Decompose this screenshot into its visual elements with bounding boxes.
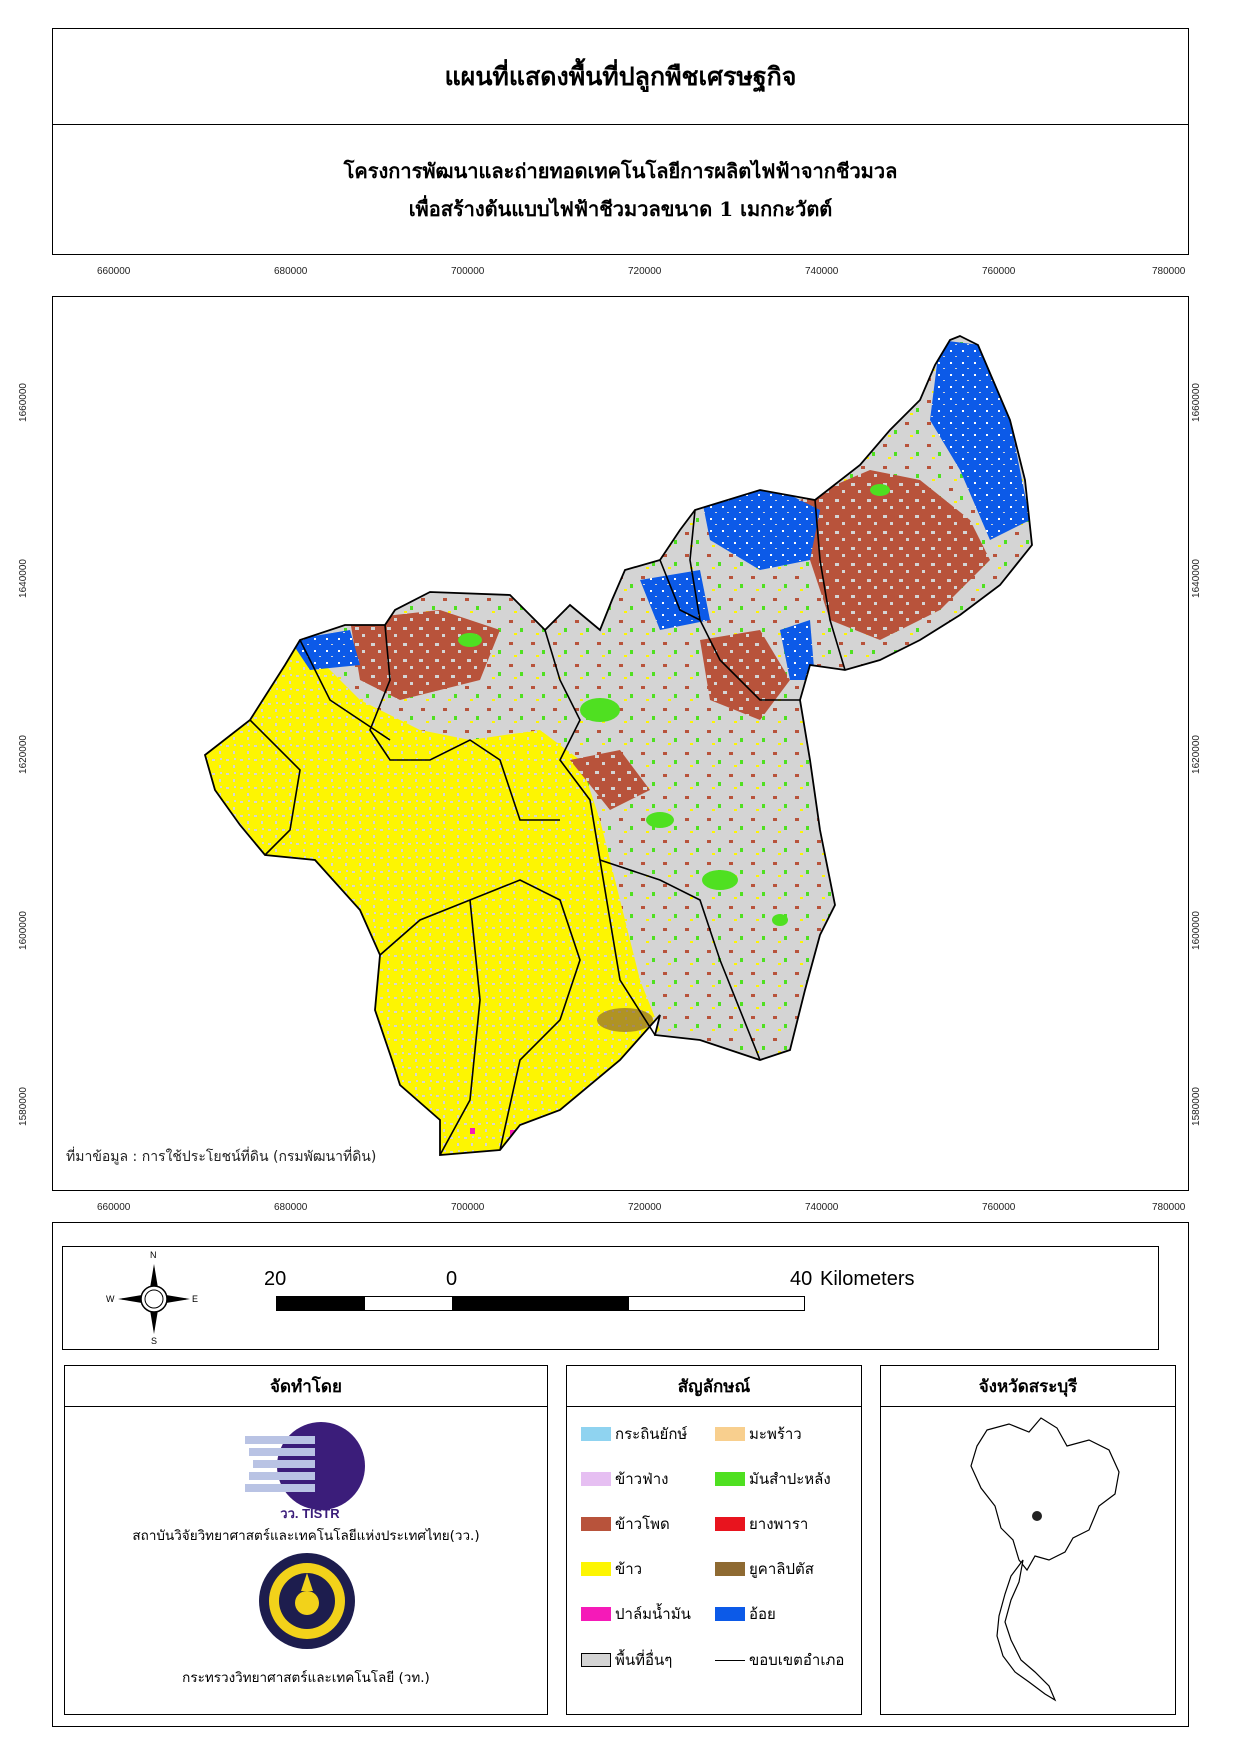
scale-bar-graphic bbox=[276, 1296, 805, 1311]
producer-panel: จัดทำโดย วว. TISTR สถาบันวิจัยวิทยาศาสตร… bbox=[64, 1365, 548, 1715]
legend-label: ยางพารา bbox=[749, 1515, 809, 1533]
x-tick-top: 760000 bbox=[982, 266, 1016, 277]
legend-line-swatch bbox=[715, 1659, 745, 1661]
scale-unit: Kilometers bbox=[820, 1268, 915, 1290]
legend-swatch bbox=[715, 1562, 745, 1576]
legend-item-coconut: มะพร้าว bbox=[715, 1422, 802, 1446]
legend-heading: สัญลักษณ์ bbox=[567, 1366, 861, 1407]
legend-item-rubber: ยางพารา bbox=[715, 1512, 808, 1536]
subtitle-line-1: โครงการพัฒนาและถ่ายทอดเทคโนโลยีการผลิตไฟ… bbox=[343, 159, 898, 183]
legend-panel: สัญลักษณ์ กระถินยักษ์ มะพร้าว ข้าวฟ่าง ม… bbox=[566, 1365, 862, 1715]
y-tick-right: 1640000 bbox=[1190, 559, 1202, 598]
map-title: แผนที่แสดงพื้นที่ปลูกพืชเศรษฐกิจ bbox=[444, 62, 797, 91]
legend-swatch bbox=[581, 1653, 611, 1667]
tistr-logo-text: วว. TISTR bbox=[280, 1506, 340, 1521]
subtitle-box bbox=[52, 124, 1189, 255]
legend-swatch bbox=[581, 1607, 611, 1621]
y-tick-right: 1580000 bbox=[1190, 1087, 1202, 1126]
x-tick-bottom: 660000 bbox=[97, 1202, 131, 1213]
legend-label: พื้นที่อื่นๆ bbox=[615, 1651, 673, 1669]
legend-swatch bbox=[581, 1427, 611, 1441]
x-tick-bottom: 680000 bbox=[274, 1202, 308, 1213]
y-tick-right: 1620000 bbox=[1190, 735, 1202, 774]
compass-w: W bbox=[106, 1294, 115, 1304]
x-tick-top: 780000 bbox=[1152, 266, 1186, 277]
org-name-most: กระทรวงวิทยาศาสตร์และเทคโนโลยี (วท.) bbox=[182, 1670, 430, 1686]
producer-heading: จัดทำโดย bbox=[65, 1366, 547, 1407]
legend-item-rice: ข้าว bbox=[581, 1557, 642, 1581]
inset-panel: จังหวัดสระบุรี bbox=[880, 1365, 1176, 1715]
legend-item-sorghum: ข้าวฟ่าง bbox=[581, 1467, 668, 1491]
compass-rose-icon bbox=[118, 1264, 190, 1334]
x-tick-top: 740000 bbox=[805, 266, 839, 277]
scale-label-left: 20 bbox=[264, 1268, 287, 1290]
legend-label: ข้าว bbox=[615, 1560, 643, 1578]
x-tick-bottom: 720000 bbox=[628, 1202, 662, 1213]
legend-swatch bbox=[581, 1562, 611, 1576]
legend-label: มันสำปะหลัง bbox=[749, 1470, 831, 1488]
legend-label: ข้าวฟ่าง bbox=[615, 1470, 669, 1488]
legend-swatch bbox=[715, 1607, 745, 1621]
legend-item-oil-palm: ปาล์มน้ำมัน bbox=[581, 1602, 691, 1626]
y-tick-left: 1580000 bbox=[17, 1087, 29, 1126]
tistr-logo bbox=[245, 1422, 365, 1510]
x-tick-top: 720000 bbox=[628, 266, 662, 277]
y-tick-left: 1600000 bbox=[17, 911, 29, 950]
x-tick-bottom: 780000 bbox=[1152, 1202, 1186, 1213]
x-tick-bottom: 700000 bbox=[451, 1202, 485, 1213]
y-tick-left: 1640000 bbox=[17, 559, 29, 598]
legend-label: ยูคาลิปตัส bbox=[749, 1560, 814, 1578]
scale-label-zero: 0 bbox=[446, 1268, 458, 1290]
legend-swatch bbox=[715, 1427, 745, 1441]
subtitle-line-2: เพื่อสร้างต้นแบบไฟฟ้าชีวมวลขนาด 1 เมกกะว… bbox=[408, 197, 833, 221]
legend-label: มะพร้าว bbox=[749, 1425, 802, 1443]
legend-item-sugarcane: อ้อย bbox=[715, 1602, 776, 1626]
legend-item-eucalyptus: ยูคาลิปตัส bbox=[715, 1557, 814, 1581]
x-tick-top: 700000 bbox=[451, 266, 485, 277]
compass-e: E bbox=[192, 1294, 199, 1304]
data-source-note: ที่มาข้อมูล : การใช้ประโยชน์ที่ดิน (กรมพ… bbox=[66, 1149, 377, 1165]
y-tick-left: 1620000 bbox=[17, 735, 29, 774]
legend-swatch bbox=[715, 1517, 745, 1531]
compass-n: N bbox=[150, 1250, 157, 1260]
org-name-tistr: สถาบันวิจัยวิทยาศาสตร์และเทคโนโลยีแห่งปร… bbox=[132, 1528, 480, 1544]
legend-item-other: พื้นที่อื่นๆ bbox=[581, 1648, 672, 1672]
legend-swatch bbox=[581, 1472, 611, 1486]
legend-swatch bbox=[715, 1472, 745, 1486]
compass-s: S bbox=[151, 1336, 158, 1346]
x-tick-top: 660000 bbox=[97, 266, 131, 277]
scale-label-right: 40 bbox=[790, 1268, 813, 1290]
y-tick-left: 1660000 bbox=[17, 383, 29, 422]
legend-item-leucaena: กระถินยักษ์ bbox=[581, 1422, 687, 1446]
legend-item-district-boundary: ขอบเขตอำเภอ bbox=[715, 1648, 844, 1672]
legend-label: อ้อย bbox=[749, 1605, 776, 1623]
legend-label: ขอบเขตอำเภอ bbox=[749, 1651, 845, 1669]
legend-label: ปาล์มน้ำมัน bbox=[615, 1605, 691, 1623]
legend-item-cassava: มันสำปะหลัง bbox=[715, 1467, 831, 1491]
ministry-seal bbox=[259, 1553, 355, 1649]
legend-item-maize: ข้าวโพด bbox=[581, 1512, 670, 1536]
thailand-inset-map bbox=[970, 1417, 1120, 1702]
x-tick-bottom: 740000 bbox=[805, 1202, 839, 1213]
x-tick-bottom: 760000 bbox=[982, 1202, 1016, 1213]
x-tick-top: 680000 bbox=[274, 266, 308, 277]
title-box bbox=[52, 28, 1189, 126]
y-tick-right: 1660000 bbox=[1190, 383, 1202, 422]
map-frame bbox=[52, 296, 1189, 1191]
legend-label: กระถินยักษ์ bbox=[615, 1425, 688, 1443]
compass: N S W E bbox=[106, 1250, 200, 1346]
y-tick-right: 1600000 bbox=[1190, 911, 1202, 950]
legend-label: ข้าวโพด bbox=[615, 1515, 670, 1533]
map-subtitle: โครงการพัฒนาและถ่ายทอดเทคโนโลยีการผลิตไฟ… bbox=[52, 125, 1189, 255]
legend-swatch bbox=[581, 1517, 611, 1531]
inset-heading: จังหวัดสระบุรี bbox=[881, 1366, 1175, 1407]
